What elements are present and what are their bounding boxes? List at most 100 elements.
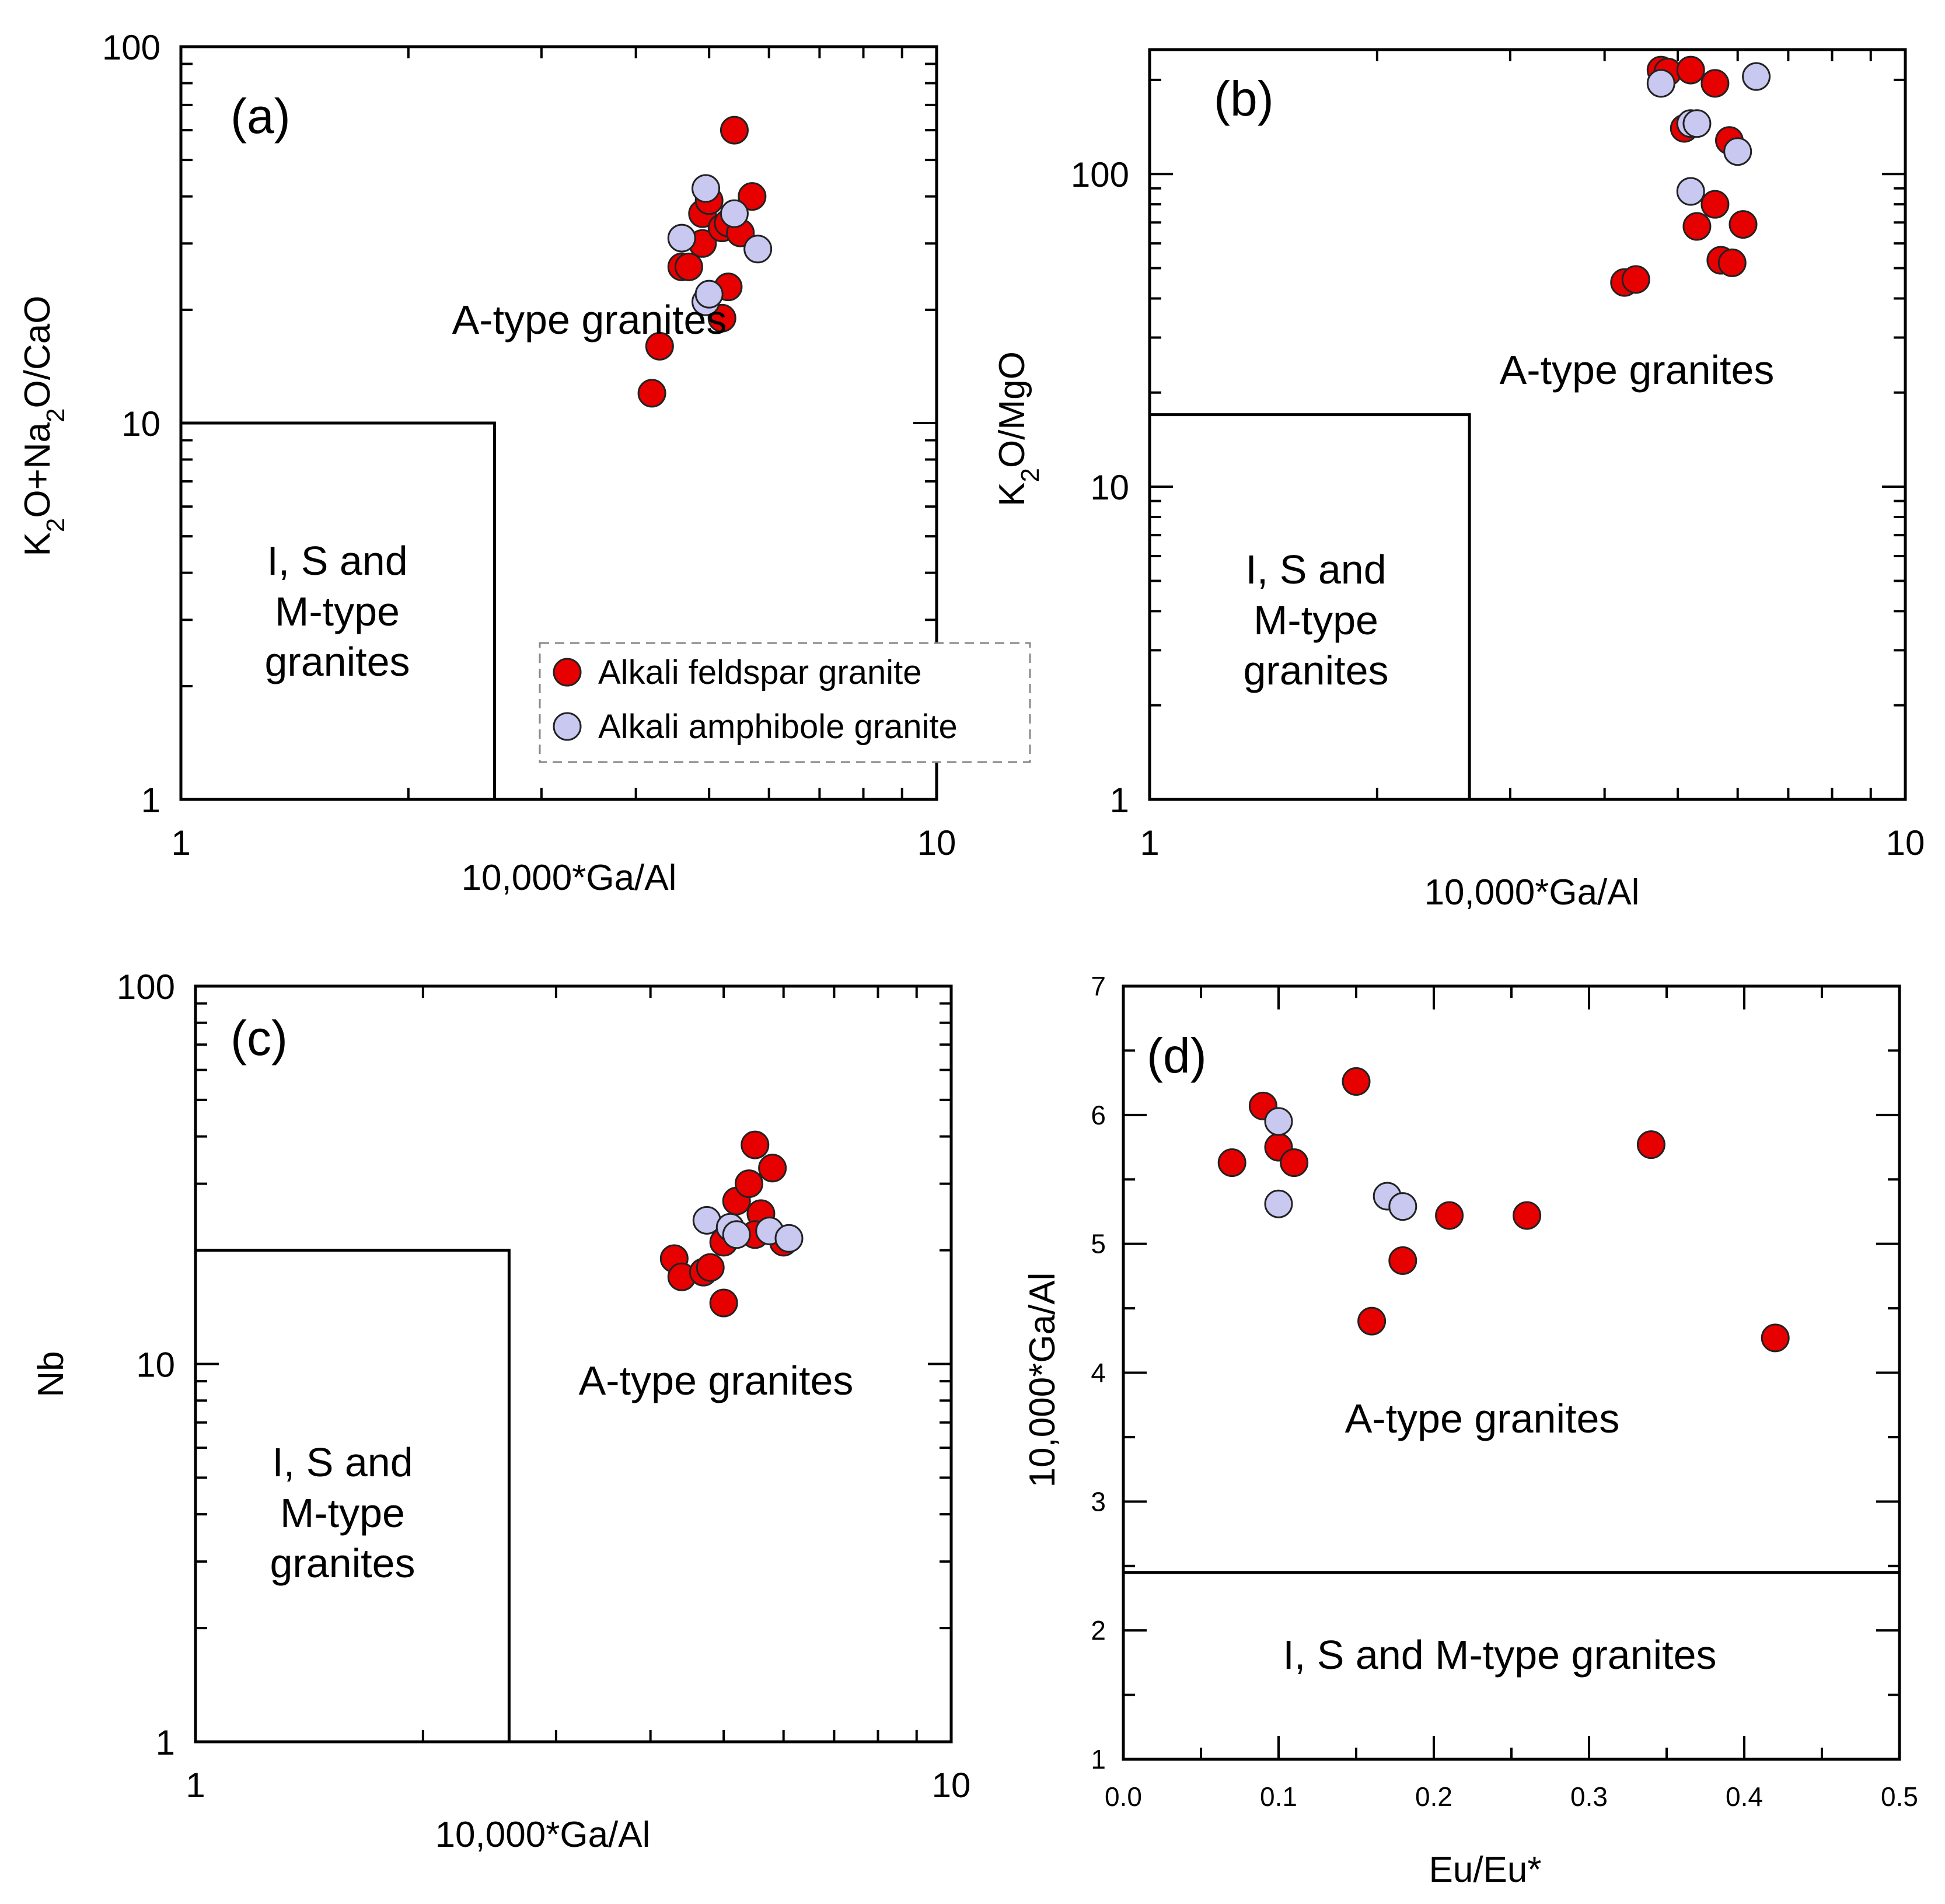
d-point-feldspar: [1761, 1323, 1790, 1353]
d-x-tick-label: 0.3: [1570, 1781, 1608, 1812]
b-point-feldspar: [1717, 248, 1747, 277]
legend-marker-amphibole: [553, 712, 582, 741]
b-point-feldspar: [1621, 265, 1650, 294]
b-a-type-label: A-type granites: [1500, 347, 1775, 393]
d-x-tick-label: 0.0: [1105, 1781, 1142, 1812]
d-y-tick-label: 7: [1091, 971, 1106, 1001]
a-y-tick-label: 10: [121, 404, 160, 443]
b-point-feldspar: [1682, 212, 1712, 241]
a-point-amphibole: [667, 223, 696, 253]
a-point-feldspar: [720, 116, 749, 145]
d-point-feldspar: [1388, 1246, 1417, 1275]
a-point-feldspar: [645, 331, 674, 361]
c-point-feldspar: [758, 1154, 787, 1183]
a-ylabel-part: 2: [41, 518, 70, 532]
panel-d: Eu/Eu* 10,000*Ga/Al 0.0 0.1 0.2 0.3 0.4 0.5 1 2…: [1022, 971, 1918, 1890]
panel-b: 10,000*Ga/Al K2O/MgO 1 10 1 10 100 (b) A-type …: [992, 48, 1925, 913]
a-is-label-line3: granites: [264, 639, 410, 684]
d-panel-label: (d): [1147, 1028, 1207, 1083]
a-a-type-label: A-type granites: [452, 297, 727, 343]
a-point-amphibole: [694, 280, 724, 309]
b-is-label-line3: granites: [1243, 648, 1388, 693]
a-y-tick-label: 100: [102, 28, 160, 67]
b-y-tick-label: 1: [1110, 781, 1129, 820]
d-y-axis-label: 10,000*Ga/Al: [1022, 1273, 1063, 1488]
a-ylabel-part: K: [18, 532, 58, 556]
a-y-axis-label: K2O+Na2O/CaO: [18, 296, 70, 557]
d-point-feldspar: [1357, 1306, 1387, 1336]
b-point-amphibole: [1682, 109, 1712, 138]
b-y-tick-label: 100: [1071, 155, 1129, 194]
a-ylabel-part: O+Na: [18, 422, 58, 518]
b-region-boundary: [1150, 413, 1471, 799]
c-point-amphibole: [774, 1224, 804, 1253]
a-y-tick-label: 1: [141, 781, 160, 820]
b-ylabel-part: O/MgO: [992, 351, 1032, 468]
b-point-amphibole: [1676, 177, 1705, 206]
d-point-amphibole: [1264, 1189, 1293, 1218]
d-point-feldspar: [1342, 1067, 1371, 1096]
d-y-tick-label: 3: [1091, 1486, 1106, 1517]
c-y-tick-label: 10: [136, 1346, 175, 1385]
a-x-axis-label: 10,000*Ga/Al: [462, 858, 677, 898]
d-y-tick-label: 5: [1091, 1229, 1106, 1259]
c-is-label-line2: M-type: [280, 1490, 405, 1536]
legend: Alkali feldspar granite Alkali amphibole…: [539, 642, 1031, 763]
b-plot-frame: [1148, 48, 1907, 801]
d-point-amphibole: [1264, 1107, 1293, 1136]
b-point-amphibole: [1646, 69, 1675, 98]
legend-label-amphibole: Alkali amphibole granite: [598, 708, 958, 746]
d-is-label: I, S and M-type granites: [1283, 1632, 1716, 1678]
d-x-axis-label: Eu/Eu*: [1429, 1850, 1541, 1890]
c-is-label-line3: granites: [270, 1540, 415, 1586]
d-point-feldspar: [1636, 1130, 1665, 1159]
b-x-tick-label: 1: [1140, 823, 1159, 862]
legend-box: [539, 642, 1031, 763]
c-point-amphibole: [722, 1220, 751, 1249]
a-is-label-line2: M-type: [275, 589, 400, 634]
d-x-tick-label: 0.4: [1726, 1781, 1763, 1812]
b-is-label-line1: I, S and: [1245, 547, 1386, 592]
d-y-tick-label: 2: [1091, 1615, 1106, 1646]
d-point-amphibole: [1388, 1192, 1417, 1221]
c-x-axis-label: 10,000*Ga/Al: [435, 1815, 651, 1855]
d-y-tick-label: 4: [1091, 1358, 1106, 1388]
b-point-feldspar: [1700, 69, 1730, 98]
d-a-type-label: A-type granites: [1345, 1396, 1620, 1441]
d-point-feldspar: [1435, 1201, 1464, 1230]
a-x-tick-label: 1: [171, 823, 190, 862]
b-point-amphibole: [1723, 137, 1752, 166]
a-point-amphibole: [720, 199, 749, 228]
a-is-label-line1: I, S and: [267, 538, 407, 584]
c-y-axis-label: Nb: [31, 1351, 71, 1397]
d-x-tick-label: 0.1: [1260, 1781, 1297, 1812]
b-x-axis-label: 10,000*Ga/Al: [1424, 872, 1640, 913]
a-panel-label: (a): [231, 89, 291, 144]
b-ylabel-part: K: [992, 482, 1032, 506]
a-region-boundary: [181, 421, 496, 799]
c-panel-label: (c): [231, 1011, 288, 1065]
c-point-feldspar: [709, 1288, 738, 1318]
b-ylabel-part: 2: [1016, 468, 1045, 482]
d-y-tick-label: 6: [1091, 1100, 1106, 1130]
d-y-tick-label: 1: [1091, 1744, 1106, 1774]
b-y-tick-label: 10: [1090, 468, 1129, 507]
a-point-feldspar: [674, 252, 703, 281]
a-point-feldspar: [738, 182, 767, 211]
c-y-tick-label: 100: [117, 967, 175, 1007]
b-point-feldspar: [1676, 55, 1705, 85]
b-point-feldspar: [1728, 210, 1758, 239]
c-point-feldspar: [734, 1169, 763, 1199]
a-ylabel-part: O/CaO: [18, 296, 58, 408]
d-point-feldspar: [1513, 1201, 1542, 1230]
b-x-tick-label: 10: [1886, 823, 1925, 862]
c-region-boundary: [195, 1249, 511, 1742]
c-a-type-label: A-type granites: [579, 1358, 854, 1403]
panel-a: 10,000*Ga/Al K2O+Na2O/CaO 1 10110100(a)A-…: [18, 28, 1031, 898]
d-x-tick-label: 0.2: [1415, 1781, 1452, 1812]
b-panel-label: (b): [1214, 71, 1274, 126]
d-point-feldspar: [1280, 1148, 1309, 1178]
legend-label-feldspar: Alkali feldspar granite: [598, 654, 922, 691]
c-point-feldspar: [696, 1253, 725, 1282]
c-is-label-line1: I, S and: [272, 1440, 413, 1485]
